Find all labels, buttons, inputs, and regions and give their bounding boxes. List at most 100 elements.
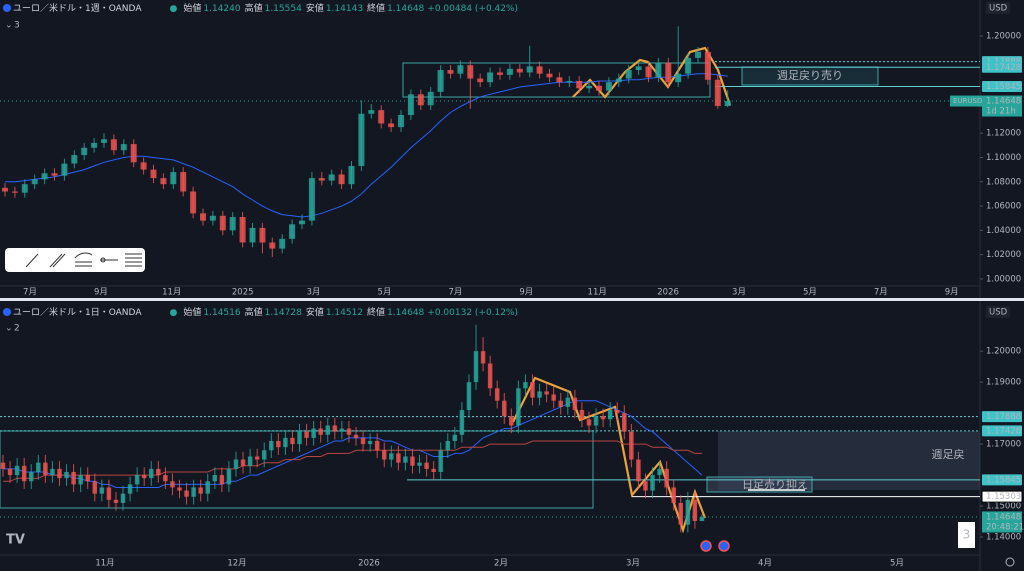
candle-body xyxy=(537,391,542,398)
currency-button[interactable] xyxy=(986,2,1010,14)
candle-body xyxy=(290,437,295,445)
candle-body xyxy=(190,191,197,214)
x-tick-label: 7月 xyxy=(448,288,462,298)
candle-body xyxy=(276,440,281,448)
candle-body xyxy=(551,394,556,401)
currency-button[interactable] xyxy=(986,306,1010,318)
x-tick-label: 11月 xyxy=(95,559,114,569)
event-icon[interactable] xyxy=(718,540,730,552)
y-tick-label: 1.08000 xyxy=(986,177,1021,187)
candle-body xyxy=(120,144,127,151)
price-tag xyxy=(982,425,1022,437)
candle-body xyxy=(566,80,573,83)
candle-body xyxy=(269,242,276,249)
candle-body xyxy=(191,487,196,497)
price-tag-label: 1.17428 xyxy=(986,63,1021,73)
candle-body xyxy=(346,428,352,435)
candle-body xyxy=(396,453,401,463)
candle-body xyxy=(106,487,112,500)
currency-label: USD xyxy=(989,308,1008,318)
candle-body xyxy=(544,391,549,395)
ohlc-label: 始値 xyxy=(183,2,201,14)
candle-body xyxy=(325,425,331,435)
x-tick-label: 2月 xyxy=(494,559,508,569)
candle-body xyxy=(85,475,90,482)
last-price-tag xyxy=(982,95,1022,117)
event-icon[interactable] xyxy=(700,540,712,552)
last-price-label: 1.14648 xyxy=(986,97,1021,107)
candle-body xyxy=(91,142,98,148)
ohlc-label: 終値 xyxy=(367,2,385,14)
symbol-label: EURUSD xyxy=(953,97,982,105)
candle-body xyxy=(254,456,260,460)
candle-body xyxy=(2,187,8,192)
chart-title: ユーロ／米ドル・1日・OANDA xyxy=(13,306,142,318)
x-tick-label: 4月 xyxy=(758,559,772,569)
candle-body xyxy=(417,462,422,466)
candle-body xyxy=(546,73,553,78)
indicator-toggle: 2 xyxy=(14,324,20,334)
candle-body xyxy=(318,428,323,435)
candle-body xyxy=(558,400,563,407)
candle-body xyxy=(209,215,216,221)
candle-body xyxy=(593,416,599,426)
candle-body xyxy=(477,78,484,83)
candle-body xyxy=(99,487,105,494)
drawing-toolbar[interactable] xyxy=(5,248,145,272)
candle-body xyxy=(11,191,18,193)
last-price-label: 1.14648 xyxy=(986,512,1021,522)
candle-body xyxy=(219,475,225,485)
chart-header: ユーロ／米ドル・1日・OANDA ● 始値 1.14516 高値 1.14728 安値 1.1… xyxy=(13,306,518,318)
candle-body xyxy=(407,94,414,115)
y-tick-label: 1.12000 xyxy=(986,129,1021,139)
candle-body xyxy=(572,397,578,410)
candle-body xyxy=(636,459,641,482)
candle-body xyxy=(526,66,533,73)
moving-average xyxy=(3,440,702,482)
price-tag xyxy=(982,411,1022,423)
settings-icon[interactable] xyxy=(1005,557,1015,567)
y-tick-label: 1.19000 xyxy=(986,378,1021,388)
candle-body xyxy=(596,85,602,91)
candle-body xyxy=(403,456,408,463)
candle-body xyxy=(358,113,365,166)
candle-body xyxy=(14,465,20,476)
candle-body xyxy=(367,440,373,445)
logo: TV xyxy=(6,533,25,548)
candle-body xyxy=(536,66,543,74)
candle-body xyxy=(622,413,627,432)
candle-body xyxy=(635,66,642,71)
candle-body xyxy=(141,475,147,479)
candle-body xyxy=(338,174,345,185)
x-tick-label: 12月 xyxy=(227,559,246,569)
candle-body xyxy=(149,468,154,479)
candle-body xyxy=(198,487,203,494)
y-tick-label: 1.20000 xyxy=(986,32,1021,42)
candle-body xyxy=(685,57,692,74)
candle-body xyxy=(657,468,662,476)
candle-body xyxy=(113,499,119,503)
candle-body xyxy=(509,416,514,426)
y-tick-label: 1.15000 xyxy=(986,502,1021,512)
chart-header: ユーロ／米ドル・1週・OANDA ● 始値 1.14240 高値 1.15554 安値 1.1… xyxy=(13,2,518,14)
candle-body xyxy=(64,471,69,479)
price-tag-label: 1.17428 xyxy=(986,426,1021,436)
candle-body xyxy=(170,172,177,185)
x-tick-label: 11月 xyxy=(162,288,181,298)
candle-body xyxy=(297,431,302,445)
candle-body xyxy=(625,70,632,79)
candle-body xyxy=(516,68,523,73)
candle-body xyxy=(480,351,486,364)
candle-body xyxy=(71,155,78,164)
candle-body xyxy=(424,462,429,469)
candle-body xyxy=(600,416,606,420)
candle-body xyxy=(614,409,620,414)
candle-body xyxy=(249,227,256,243)
x-tick-label: 2025 xyxy=(232,288,254,298)
candle-body xyxy=(457,65,464,74)
y-tick-label: 1.04000 xyxy=(986,226,1021,236)
candle-body xyxy=(629,431,634,460)
candle-body xyxy=(130,144,137,163)
candle-body xyxy=(283,437,288,448)
candle-body xyxy=(279,238,286,249)
